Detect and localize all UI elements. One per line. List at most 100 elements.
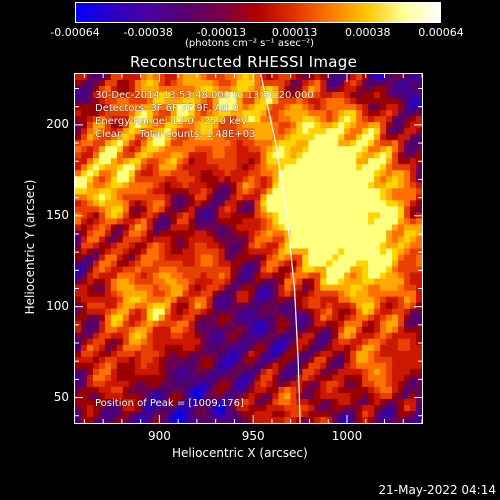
heatmap-cell — [152, 326, 160, 334]
heatmap-cell — [356, 290, 363, 298]
heatmap-cell — [212, 260, 219, 267]
heatmap-cell — [170, 416, 178, 424]
heatmap-cell — [290, 200, 297, 207]
heatmap-cell — [410, 104, 417, 111]
colorbar-units-label: (photons cm⁻² s⁻¹ asec⁻²) — [185, 38, 315, 49]
heatmap-cell — [188, 272, 196, 279]
heatmap-cell — [212, 338, 219, 346]
heatmap-cell — [410, 284, 417, 292]
heatmap-cell — [416, 350, 423, 358]
heatmap-cell — [206, 92, 213, 99]
heatmap-cell — [80, 320, 88, 328]
heatmap-cell — [254, 386, 261, 394]
heatmap-cell — [314, 86, 321, 93]
heatmap-cell — [218, 122, 225, 129]
heatmap-cell — [386, 272, 393, 279]
heatmap-cell — [194, 284, 202, 292]
heatmap-cell — [242, 302, 249, 310]
heatmap-cell — [338, 392, 345, 400]
heatmap-cell — [188, 332, 196, 340]
heatmap-cell — [116, 290, 124, 298]
heatmap-cell — [308, 104, 315, 111]
heatmap-cell — [398, 260, 405, 267]
heatmap-cell — [158, 188, 166, 195]
heatmap-cell — [224, 194, 231, 201]
heatmap-cell — [404, 278, 411, 286]
heatmap-cell — [302, 206, 309, 213]
heatmap-cell — [98, 308, 106, 316]
heatmap-cell — [332, 260, 339, 267]
solar-limb-curve — [260, 73, 301, 424]
heatmap-cell — [284, 158, 291, 165]
heatmap-cell — [80, 266, 88, 273]
heatmap-cell — [140, 284, 148, 292]
heatmap-cell — [260, 128, 267, 135]
heatmap-cell — [158, 296, 166, 304]
heatmap-cell — [338, 272, 345, 279]
heatmap-cell — [410, 140, 417, 147]
heatmap-cell — [320, 164, 327, 171]
heatmap-cell — [416, 152, 423, 159]
heatmap-cell — [272, 146, 279, 153]
heatmap-cell — [224, 242, 231, 249]
heatmap-cell — [230, 182, 237, 189]
heatmap-cell — [242, 392, 249, 400]
heatmap-cell — [314, 326, 321, 334]
heatmap-cell — [224, 206, 231, 213]
heatmap-cell — [386, 386, 393, 394]
heatmap-cell — [176, 380, 184, 388]
heatmap-cell — [140, 152, 148, 159]
heatmap-cell — [404, 254, 411, 261]
heatmap-cell — [170, 218, 178, 225]
heatmap-cell — [344, 344, 351, 352]
heatmap-cell — [296, 206, 303, 213]
heatmap-cell — [278, 134, 285, 141]
heatmap-cell — [242, 158, 249, 165]
heatmap-cell — [410, 404, 417, 412]
heatmap-cell — [254, 188, 261, 195]
heatmap-cell — [218, 308, 225, 316]
heatmap-cell — [128, 74, 136, 81]
heatmap-cell — [260, 254, 267, 261]
heatmap-cell — [86, 290, 94, 298]
heatmap-cell — [164, 116, 172, 123]
heatmap-cell — [140, 266, 148, 273]
heatmap-cell — [164, 188, 172, 195]
heatmap-cell — [254, 398, 261, 406]
heatmap-cell — [110, 146, 118, 153]
heatmap-cell — [380, 140, 387, 147]
heatmap-cell — [326, 404, 333, 412]
heatmap-cell — [290, 356, 297, 364]
heatmap-cell — [206, 194, 213, 201]
heatmap-cell — [272, 374, 279, 382]
heatmap-cell — [75, 284, 82, 292]
heatmap-cell — [122, 416, 130, 424]
heatmap-cell — [194, 332, 202, 340]
heatmap-cell — [272, 74, 279, 81]
heatmap-cell — [92, 134, 100, 141]
heatmap-cell — [380, 284, 387, 292]
heatmap-cell — [122, 380, 130, 388]
heatmap-cell — [116, 272, 124, 279]
heatmap-cell — [350, 200, 357, 207]
heatmap-cell — [206, 374, 213, 382]
heatmap-cell — [164, 248, 172, 255]
heatmap-cell — [326, 320, 333, 328]
heatmap-cell — [212, 356, 219, 364]
heatmap-cell — [86, 140, 94, 147]
heatmap-cell — [116, 236, 124, 243]
heatmap-cell — [92, 218, 100, 225]
heatmap-cell — [194, 200, 202, 207]
heatmap-cell — [170, 128, 178, 135]
heatmap-cell — [416, 128, 423, 135]
heatmap-cell — [308, 314, 315, 322]
heatmap-cell — [146, 218, 154, 225]
heatmap-cell — [386, 416, 393, 424]
heatmap-cell — [320, 284, 327, 292]
heatmap-cell — [278, 410, 285, 418]
heatmap-cell — [98, 242, 106, 249]
heatmap-cell — [272, 164, 279, 171]
heatmap-cell — [260, 332, 267, 340]
heatmap-cell — [362, 200, 369, 207]
heatmap-cell — [380, 164, 387, 171]
